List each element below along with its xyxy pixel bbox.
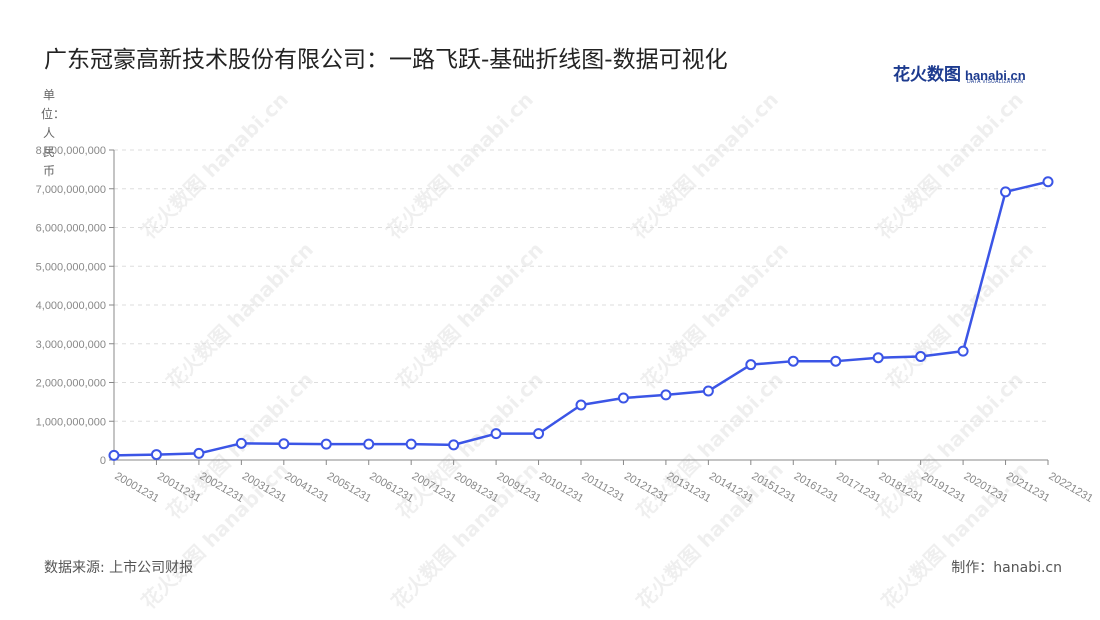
data-point[interactable] bbox=[108, 449, 120, 461]
data-point[interactable] bbox=[320, 438, 332, 450]
x-tick-label: 20221231 bbox=[1047, 470, 1095, 505]
x-tick-label: 20031231 bbox=[240, 470, 288, 505]
x-tick-label: 20141231 bbox=[707, 470, 755, 505]
y-tick-label: 6,000,000,000 bbox=[36, 223, 106, 235]
data-point[interactable] bbox=[405, 438, 417, 450]
x-tick-label: 20181231 bbox=[877, 470, 925, 505]
x-tick-label: 20041231 bbox=[282, 470, 330, 505]
x-tick-label: 20011231 bbox=[155, 470, 203, 504]
x-tick-label: 20161231 bbox=[792, 470, 840, 505]
data-point[interactable] bbox=[490, 428, 502, 440]
x-tick-label: 20001231 bbox=[113, 470, 161, 505]
data-source-note: 数据来源: 上市公司财报 bbox=[44, 560, 194, 576]
x-tick-label: 20101231 bbox=[537, 470, 585, 505]
y-tick-label: 3,000,000,000 bbox=[36, 339, 106, 351]
x-tick-label: 20071231 bbox=[410, 470, 458, 505]
data-point[interactable] bbox=[533, 428, 545, 440]
y-tick-label: 0 bbox=[100, 455, 106, 467]
x-tick-label: 20131231 bbox=[664, 470, 712, 505]
series-layer bbox=[108, 176, 1054, 461]
data-point[interactable] bbox=[1000, 186, 1012, 198]
data-point[interactable] bbox=[745, 359, 757, 371]
x-tick-label: 20211231 bbox=[1004, 470, 1052, 504]
data-point[interactable] bbox=[660, 389, 672, 401]
logo-cn-text: 花火数图 bbox=[893, 65, 961, 85]
data-point[interactable] bbox=[1042, 176, 1054, 188]
x-tick-label: 20051231 bbox=[325, 470, 373, 505]
data-point[interactable] bbox=[363, 438, 375, 450]
y-tick-label: 5,000,000,000 bbox=[36, 261, 106, 273]
y-tick-label: 8,000,000,000 bbox=[36, 145, 106, 157]
series-line bbox=[113, 180, 1049, 457]
x-tick-label: 20081231 bbox=[452, 470, 500, 505]
y-tick-label: 7,000,000,000 bbox=[36, 184, 106, 196]
data-point[interactable] bbox=[278, 438, 290, 450]
x-tick-label: 20201231 bbox=[962, 470, 1010, 505]
y-tick-label: 4,000,000,000 bbox=[36, 300, 106, 312]
x-tick-label: 20021231 bbox=[197, 470, 245, 505]
x-tick-label: 20091231 bbox=[495, 470, 543, 505]
x-tick-label: 20191231 bbox=[919, 470, 967, 505]
data-point[interactable] bbox=[872, 352, 884, 364]
data-point[interactable] bbox=[702, 385, 714, 397]
data-point[interactable] bbox=[617, 392, 629, 404]
data-point[interactable] bbox=[830, 355, 842, 367]
x-tick-label: 20151231 bbox=[749, 470, 797, 505]
data-point[interactable] bbox=[957, 345, 969, 357]
hanabi-logo: 花火数图 hanabi.cn DATA VISUALIZATION bbox=[893, 60, 1026, 85]
x-tick-label: 20061231 bbox=[367, 470, 415, 505]
credit-note: 制作：hanabi.cn bbox=[951, 560, 1062, 576]
data-point[interactable] bbox=[150, 449, 162, 461]
data-point[interactable] bbox=[787, 355, 799, 367]
chart-title: 广东冠豪高新技术股份有限公司：一路飞跃-基础折线图-数据可视化 bbox=[44, 47, 728, 73]
data-point[interactable] bbox=[193, 447, 205, 459]
x-tick-label: 20121231 bbox=[622, 470, 670, 505]
y-tick-label: 1,000,000,000 bbox=[36, 416, 106, 428]
logo-en-text: hanabi.cn bbox=[965, 68, 1026, 83]
y-tick-label: 2,000,000,000 bbox=[36, 378, 106, 390]
logo-sub-text: DATA VISUALIZATION bbox=[967, 79, 1024, 85]
data-point[interactable] bbox=[448, 439, 460, 451]
x-axis: 2000123120011231200212312003123120041231… bbox=[113, 459, 1095, 505]
x-tick-label: 20171231 bbox=[834, 470, 882, 505]
data-point[interactable] bbox=[575, 399, 587, 411]
data-point[interactable] bbox=[235, 437, 247, 449]
grid-lines bbox=[114, 149, 1048, 422]
data-point[interactable] bbox=[915, 351, 927, 363]
x-tick-label: 20111231 bbox=[580, 470, 627, 504]
y-axis-ticks: 0 1,000,000,000 2,000,000,000 3,000,000,000… bbox=[36, 145, 115, 467]
